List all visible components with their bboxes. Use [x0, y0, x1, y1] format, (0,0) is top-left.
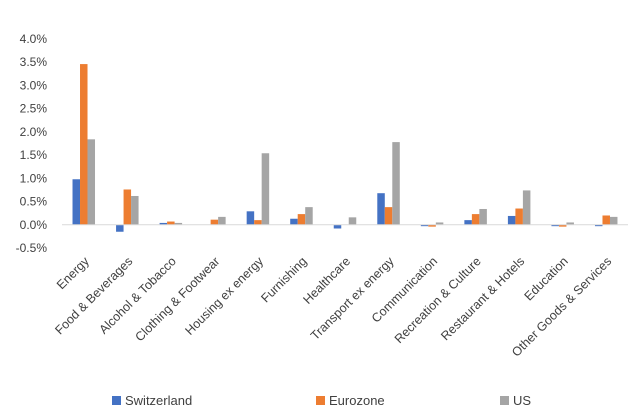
bar-us-0	[87, 139, 96, 225]
bar-eurozone-4	[254, 220, 262, 225]
legend-label-us: US	[513, 393, 531, 408]
bar-eurozone-8	[428, 224, 436, 227]
y-tick-label: 3.5%	[20, 55, 48, 69]
y-tick-label: 1.5%	[20, 148, 48, 162]
bar-eurozone-12	[602, 215, 610, 225]
x-category-label: Housing ex energy	[182, 254, 266, 338]
x-category-label: Restaurant & Hotels	[438, 254, 527, 343]
bar-switzerland-6	[333, 224, 342, 229]
bar-eurozone-3	[210, 219, 219, 225]
legend-swatch-us	[500, 396, 509, 405]
bar-us-9	[479, 208, 487, 225]
bar-group	[72, 64, 618, 232]
x-category-label: Energy	[54, 254, 92, 292]
legend-label-eurozone: Eurozone	[329, 393, 385, 408]
bar-switzerland-12	[594, 224, 603, 227]
legend-swatch-eurozone	[316, 396, 325, 405]
bar-switzerland-2	[159, 222, 168, 225]
y-axis-tick-labels: -0.5% 0.0% 0.5% 1.0% 1.5% 2.0% 2.5% 3.0% 3.5% 4.0…	[16, 32, 48, 255]
bar-switzerland-10	[507, 215, 516, 225]
bar-us-2	[174, 222, 183, 225]
bar-switzerland-5	[290, 218, 298, 225]
y-tick-label: 0.5%	[20, 195, 48, 209]
legend-swatch-switzerland	[112, 396, 121, 405]
y-tick-label: 3.0%	[20, 78, 48, 92]
bar-us-1	[131, 195, 139, 225]
bar-us-5	[305, 207, 313, 225]
bar-us-6	[348, 217, 357, 225]
x-category-label: Clothing & Footwear	[133, 254, 223, 344]
bar-switzerland-11	[551, 224, 559, 227]
y-tick-label: 4.0%	[20, 32, 48, 46]
bar-us-12	[609, 216, 618, 225]
bar-us-7	[392, 142, 400, 225]
y-tick-label: 2.0%	[20, 125, 48, 139]
bar-switzerland-9	[464, 220, 472, 225]
bar-switzerland-1	[116, 224, 124, 232]
legend: Switzerland Eurozone US	[112, 393, 531, 408]
x-category-label: Food & Beverages	[52, 254, 135, 337]
bar-us-3	[218, 216, 226, 225]
bar-eurozone-9	[471, 214, 480, 225]
y-tick-label: 1.0%	[20, 171, 48, 185]
bar-eurozone-10	[515, 208, 523, 225]
legend-label-switzerland: Switzerland	[125, 393, 192, 408]
bar-us-8	[435, 222, 444, 225]
bar-switzerland-0	[72, 179, 81, 225]
bar-eurozone-5	[297, 214, 306, 225]
y-tick-label: 2.5%	[20, 102, 48, 116]
bar-switzerland-7	[377, 193, 385, 225]
bar-eurozone-2	[167, 221, 175, 225]
bar-us-4	[261, 153, 270, 225]
bar-switzerland-8	[420, 224, 429, 227]
bar-us-11	[566, 222, 574, 225]
x-category-label: Transport ex energy	[308, 254, 397, 343]
x-category-label: Recreation & Culture	[392, 254, 484, 346]
y-tick-label: -0.5%	[16, 241, 48, 255]
bar-us-10	[522, 190, 531, 225]
y-tick-label: 0.0%	[20, 218, 48, 232]
bar-eurozone-1	[123, 189, 132, 225]
bar-eurozone-7	[384, 207, 393, 225]
x-category-label: Alcohol & Tobacco	[97, 254, 179, 336]
bar-switzerland-4	[246, 211, 255, 225]
bar-eurozone-11	[558, 224, 567, 227]
bar-eurozone-0	[80, 64, 88, 225]
